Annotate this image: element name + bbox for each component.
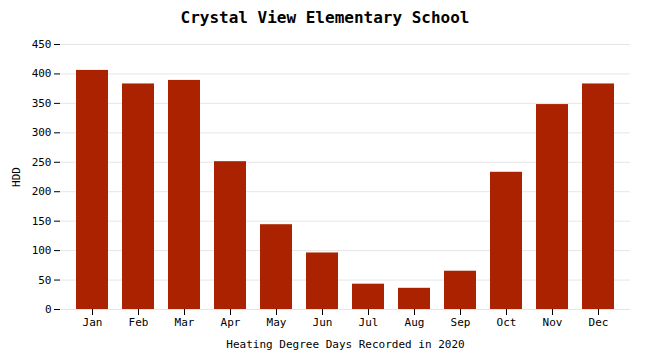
svg-text:400: 400 bbox=[32, 67, 52, 80]
svg-text:Dec: Dec bbox=[589, 316, 609, 329]
svg-text:0: 0 bbox=[45, 303, 52, 316]
html-text:Crystal View Elementary School: Crystal View Elementary School bbox=[180, 8, 470, 27]
svg-text:Oct: Oct bbox=[497, 316, 517, 329]
svg-text:Nov: Nov bbox=[543, 316, 563, 329]
svg-text:Heating Degree Days Recorded i: Heating Degree Days Recorded in 2020 bbox=[226, 338, 464, 351]
svg-text:Jan: Jan bbox=[83, 316, 103, 329]
svg-text:450: 450 bbox=[32, 38, 52, 51]
svg-text:Sep: Sep bbox=[451, 316, 471, 329]
svg-text:350: 350 bbox=[32, 97, 52, 110]
svg-text:300: 300 bbox=[32, 126, 52, 139]
svg-text:Aug: Aug bbox=[405, 316, 425, 329]
svg-text:50: 50 bbox=[38, 274, 51, 287]
svg-text:Mar: Mar bbox=[175, 316, 195, 329]
svg-text:150: 150 bbox=[32, 215, 52, 228]
svg-text:May: May bbox=[267, 316, 287, 329]
svg-text:Feb: Feb bbox=[129, 316, 149, 329]
svg-text:Apr: Apr bbox=[221, 316, 241, 329]
svg-text:HDD: HDD bbox=[10, 167, 23, 187]
svg-text:250: 250 bbox=[32, 156, 52, 169]
svg-text:Jun: Jun bbox=[313, 316, 333, 329]
svg-text:200: 200 bbox=[32, 185, 52, 198]
svg-text:100: 100 bbox=[32, 244, 52, 257]
svg-text:Jul: Jul bbox=[359, 316, 379, 329]
